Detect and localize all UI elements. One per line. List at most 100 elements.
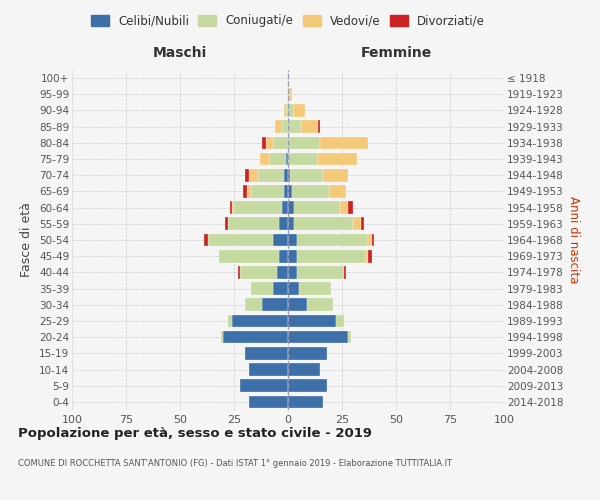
Bar	[288, 331, 349, 344]
Bar	[284, 169, 288, 181]
Bar	[349, 202, 353, 214]
Bar	[288, 347, 327, 360]
Bar	[275, 120, 281, 133]
Bar	[288, 266, 296, 278]
Bar	[329, 185, 346, 198]
Bar	[232, 314, 288, 328]
Bar	[344, 266, 346, 278]
Bar	[232, 202, 234, 214]
Bar	[288, 282, 299, 295]
Text: Maschi: Maschi	[153, 46, 207, 60]
Bar	[241, 380, 288, 392]
Bar	[290, 169, 323, 181]
Bar	[290, 88, 292, 101]
Bar	[288, 120, 301, 133]
Bar	[353, 218, 361, 230]
Bar	[221, 331, 223, 344]
Bar	[227, 218, 280, 230]
Bar	[288, 104, 295, 117]
Bar	[318, 120, 320, 133]
Bar	[247, 185, 251, 198]
Bar	[249, 363, 288, 376]
Bar	[366, 250, 368, 262]
Bar	[238, 266, 241, 278]
Bar	[227, 314, 232, 328]
Bar	[241, 266, 277, 278]
Bar	[284, 104, 286, 117]
Bar	[245, 298, 262, 311]
Bar	[245, 347, 288, 360]
Bar	[296, 266, 344, 278]
Text: COMUNE DI ROCCHETTA SANT'ANTONIO (FG) - Dati ISTAT 1° gennaio 2019 - Elaborazion: COMUNE DI ROCCHETTA SANT'ANTONIO (FG) - …	[18, 459, 452, 468]
Bar	[288, 314, 335, 328]
Bar	[288, 363, 320, 376]
Bar	[372, 234, 374, 246]
Bar	[280, 218, 288, 230]
Bar	[260, 152, 269, 166]
Bar	[288, 298, 307, 311]
Text: Femmine: Femmine	[361, 46, 431, 60]
Bar	[361, 218, 364, 230]
Bar	[269, 152, 286, 166]
Bar	[208, 234, 273, 246]
Bar	[249, 169, 258, 181]
Bar	[230, 202, 232, 214]
Bar	[273, 234, 288, 246]
Bar	[258, 169, 284, 181]
Bar	[288, 136, 320, 149]
Bar	[245, 169, 249, 181]
Bar	[223, 331, 288, 344]
Bar	[368, 234, 372, 246]
Bar	[288, 250, 296, 262]
Bar	[340, 202, 349, 214]
Bar	[288, 152, 318, 166]
Bar	[288, 234, 296, 246]
Bar	[368, 250, 372, 262]
Bar	[288, 396, 323, 408]
Bar	[296, 250, 366, 262]
Bar	[292, 185, 329, 198]
Bar	[242, 185, 247, 198]
Bar	[266, 136, 273, 149]
Bar	[296, 234, 368, 246]
Bar	[320, 136, 368, 149]
Bar	[307, 298, 334, 311]
Bar	[277, 266, 288, 278]
Bar	[323, 169, 349, 181]
Bar	[288, 169, 290, 181]
Bar	[204, 234, 208, 246]
Bar	[318, 152, 357, 166]
Bar	[288, 218, 295, 230]
Text: Popolazione per età, sesso e stato civile - 2019: Popolazione per età, sesso e stato civil…	[18, 428, 372, 440]
Bar	[335, 314, 344, 328]
Bar	[234, 202, 281, 214]
Bar	[262, 136, 266, 149]
Bar	[251, 282, 273, 295]
Legend: Celibi/Nubili, Coniugati/e, Vedovi/e, Divorziati/e: Celibi/Nubili, Coniugati/e, Vedovi/e, Di…	[87, 11, 489, 31]
Bar	[273, 136, 288, 149]
Bar	[249, 396, 288, 408]
Bar	[280, 250, 288, 262]
Bar	[295, 202, 340, 214]
Bar	[301, 120, 318, 133]
Bar	[286, 104, 288, 117]
Bar	[349, 331, 350, 344]
Bar	[286, 152, 288, 166]
Y-axis label: Anni di nascita: Anni di nascita	[567, 196, 580, 284]
Bar	[295, 104, 305, 117]
Bar	[281, 120, 288, 133]
Bar	[288, 202, 295, 214]
Bar	[288, 185, 292, 198]
Bar	[226, 218, 227, 230]
Bar	[281, 202, 288, 214]
Bar	[288, 88, 290, 101]
Bar	[295, 218, 353, 230]
Y-axis label: Fasce di età: Fasce di età	[20, 202, 34, 278]
Bar	[299, 282, 331, 295]
Bar	[219, 250, 280, 262]
Bar	[288, 380, 327, 392]
Bar	[273, 282, 288, 295]
Bar	[262, 298, 288, 311]
Bar	[284, 185, 288, 198]
Bar	[251, 185, 284, 198]
